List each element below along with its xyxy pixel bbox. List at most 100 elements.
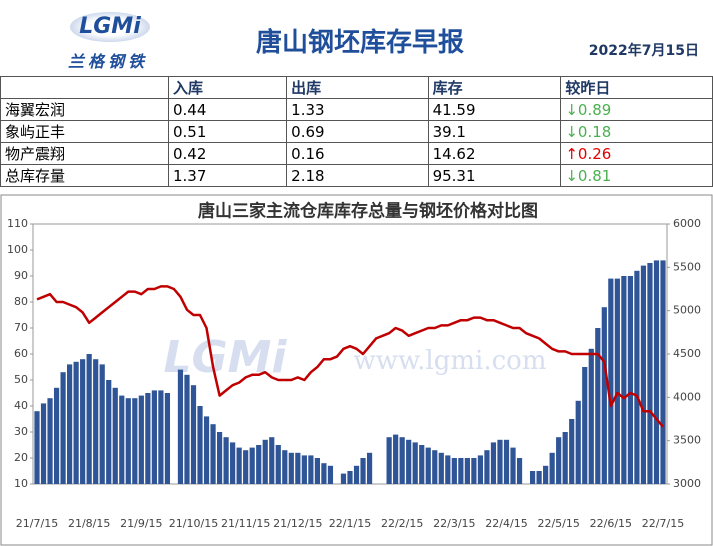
y-tick-label: 30 — [14, 425, 28, 438]
bar — [314, 458, 320, 484]
y2-tick-label: 4000 — [673, 390, 701, 403]
chart-frame — [0, 194, 713, 546]
bar — [216, 432, 223, 484]
bar — [40, 403, 47, 484]
bar — [406, 439, 412, 484]
cell: 0.69 — [286, 120, 429, 143]
bar — [432, 450, 438, 484]
inventory-table: 入库 出库 库存 较昨日 海翼宏润 0.44 1.33 41.59 ↓0.89 象屿正丰 0.51 0… — [0, 76, 713, 187]
bar — [627, 276, 633, 484]
bar — [601, 307, 607, 484]
bar — [177, 369, 184, 484]
x-tick-label: 21/7/15 — [16, 517, 58, 530]
bar — [543, 465, 549, 484]
header-row: 入库 出库 库存 较昨日 — [0, 76, 713, 99]
bar — [510, 447, 516, 484]
y-tick-label: 110 — [7, 217, 28, 230]
bar — [569, 419, 575, 484]
bar — [647, 263, 653, 484]
x-tick-label: 21/10/15 — [169, 517, 218, 530]
bar — [210, 424, 216, 484]
cell: 95.31 — [427, 164, 562, 187]
y-tick-label: 10 — [14, 477, 28, 490]
y2-tick-label: 3500 — [673, 434, 701, 447]
bar — [73, 361, 79, 484]
bar — [412, 442, 418, 484]
x-tick-label: 22/6/15 — [590, 517, 632, 530]
bar — [595, 328, 601, 484]
bar — [80, 359, 86, 484]
table-row: 物产震翔 0.42 0.16 14.62 ↑0.26 — [0, 142, 713, 165]
y-tick-label: 20 — [14, 451, 28, 464]
bar — [47, 398, 53, 484]
bar — [640, 265, 647, 484]
bar — [503, 439, 510, 484]
cell: 1.37 — [167, 164, 288, 187]
y2-tick-label: 6000 — [673, 217, 701, 230]
cell: 1.33 — [286, 98, 429, 121]
bar — [164, 393, 171, 484]
bar — [321, 463, 327, 484]
y2-tick-label: 5000 — [673, 304, 701, 317]
bar — [536, 471, 542, 484]
bar — [34, 411, 40, 484]
y-tick-label: 80 — [14, 295, 28, 308]
bar — [621, 276, 627, 484]
bar — [243, 450, 249, 484]
bar — [464, 458, 470, 484]
bar — [549, 452, 555, 484]
bar — [125, 398, 131, 484]
y-tick-label: 50 — [14, 373, 28, 386]
y-tick-label: 100 — [7, 243, 28, 256]
bar — [269, 437, 275, 484]
date: 2022年7月15日 — [588, 43, 699, 59]
bar — [582, 367, 588, 484]
bar — [106, 380, 112, 484]
cell: 2.18 — [286, 164, 429, 187]
bar — [399, 437, 405, 484]
x-tick-label: 21/12/15 — [273, 517, 322, 530]
y-tick-label: 40 — [14, 399, 28, 412]
cell: ↓0.81 — [560, 164, 713, 187]
bar — [327, 465, 334, 484]
bar — [308, 455, 314, 484]
bar — [347, 471, 353, 484]
bar — [438, 452, 444, 484]
x-tick-label: 22/5/15 — [537, 517, 579, 530]
bar — [60, 372, 66, 484]
bar — [67, 364, 73, 484]
bar — [275, 445, 281, 484]
bar — [445, 455, 451, 484]
bar — [86, 354, 92, 484]
y-tick-label: 90 — [14, 269, 28, 282]
bar — [484, 450, 490, 484]
bar — [93, 359, 99, 484]
bar — [360, 458, 366, 484]
row-label: 象屿正丰 — [0, 120, 169, 143]
column-header: 出库 — [286, 76, 429, 99]
bar — [575, 400, 581, 484]
x-tick-label: 22/4/15 — [485, 517, 527, 530]
bar — [119, 395, 125, 484]
bar — [197, 406, 203, 484]
bar — [99, 364, 105, 484]
y-tick-label: 70 — [14, 321, 28, 334]
bar — [451, 458, 457, 484]
y2-tick-label: 5500 — [673, 260, 701, 273]
y2-tick-label: 4500 — [673, 347, 701, 360]
bar — [145, 393, 151, 484]
bar — [301, 455, 307, 484]
x-tick-label: 22/7/15 — [642, 517, 684, 530]
x-tick-label: 21/8/15 — [68, 517, 110, 530]
bar — [53, 387, 60, 484]
bar — [588, 348, 594, 484]
cell: 0.51 — [167, 120, 288, 143]
bar — [223, 437, 229, 484]
bar — [249, 447, 255, 484]
bar — [419, 445, 425, 484]
bar — [366, 452, 373, 484]
bar — [132, 398, 138, 484]
bar — [516, 458, 523, 484]
x-tick-label: 21/9/15 — [120, 517, 162, 530]
